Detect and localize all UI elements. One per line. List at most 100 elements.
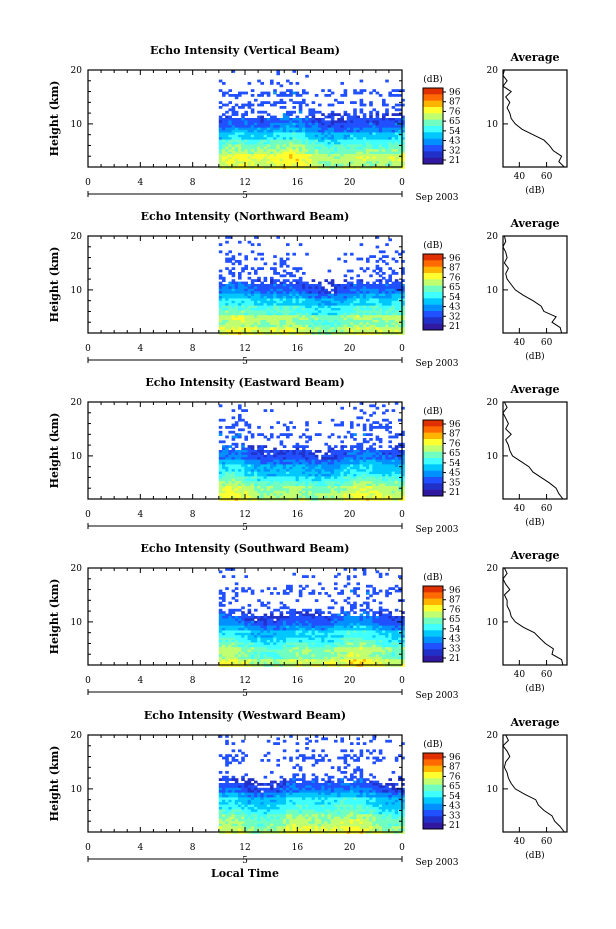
heatmap-cells (218, 568, 405, 667)
colorbar-swatch (423, 157, 443, 165)
x-tick-label: 0 (399, 344, 405, 354)
colorbar-tick-label: 76 (449, 107, 461, 117)
colorbar-tick-label: 76 (449, 772, 461, 782)
x-tick-label: 0 (85, 344, 91, 354)
colorbar-swatch (423, 323, 443, 331)
colorbar-swatch (423, 260, 443, 267)
colorbar-tick-label: 76 (449, 273, 461, 283)
colorbar-swatch (423, 426, 443, 433)
colorbar-swatch (423, 630, 443, 637)
colorbar-swatch (423, 649, 443, 656)
colorbar-tick-label: 96 (449, 254, 461, 264)
day-marker: 5 (242, 191, 248, 201)
colorbar-swatch (423, 636, 443, 644)
average-frame (502, 734, 568, 833)
panel-title: Echo Intensity (Northward Beam) (141, 210, 350, 223)
colorbar-swatch (423, 113, 443, 120)
colorbar-swatch (423, 88, 443, 95)
colorbar-swatch (423, 586, 443, 593)
colorbar-tick-label: 96 (449, 586, 461, 596)
colorbar-swatch (423, 458, 443, 465)
x-tick-label: 4 (137, 676, 143, 686)
average-x-label: 40 (514, 338, 526, 348)
colorbar-swatch (423, 279, 443, 286)
colorbar-swatch (423, 132, 443, 139)
heatmap-cells (218, 236, 405, 335)
x-tick-label: 0 (399, 178, 405, 188)
colorbar-tick-label: 43 (449, 303, 461, 313)
colorbar-swatch (423, 643, 443, 650)
colorbar-tick-label: 65 (449, 449, 461, 459)
y-tick-label: 10 (71, 120, 83, 130)
day-marker: 5 (242, 689, 248, 699)
average-x-label: 40 (514, 670, 526, 680)
colorbar-swatch (423, 285, 443, 293)
y-tick-label: 10 (71, 286, 83, 296)
colorbar-frame (422, 419, 444, 497)
colorbar-swatch (423, 432, 443, 440)
colorbar-swatch (423, 420, 443, 427)
colorbar-tick-label: 87 (449, 264, 461, 274)
date-label: Sep 2003 (415, 193, 458, 203)
colorbar-swatch (423, 145, 443, 152)
colorbar-tick-label: 54 (449, 792, 461, 802)
colorbar-swatch (423, 810, 443, 817)
beam-panel-3: Echo Intensity (Southward Beam) 0 4 8 12 16 20… (48, 542, 568, 701)
panel-title: Echo Intensity (Southward Beam) (141, 542, 350, 555)
y-tick-label: 10 (71, 452, 83, 462)
average-title: Average (509, 217, 559, 230)
average-title: Average (509, 51, 559, 64)
average-y-label: 10 (487, 785, 499, 795)
colorbar-swatch (423, 451, 443, 459)
average-x-label: 40 (514, 837, 526, 847)
colorbar-swatch (423, 273, 443, 280)
colorbar-tick-label: 21 (449, 821, 460, 831)
x-tick-label: 0 (85, 843, 91, 853)
colorbar-tick-label: 32 (449, 146, 460, 156)
colorbar-swatch (423, 816, 443, 823)
average-unit: (dB) (525, 850, 544, 861)
average-y-label: 10 (487, 120, 499, 130)
average-unit: (dB) (525, 185, 544, 196)
x-tick-label: 4 (137, 510, 143, 520)
average-x-label: 60 (541, 172, 553, 182)
colorbar-tick-label: 43 (449, 137, 461, 147)
day-marker: 5 (242, 357, 248, 367)
x-tick-label: 0 (85, 510, 91, 520)
colorbar-swatch (423, 797, 443, 804)
average-profile-line (502, 734, 565, 833)
colorbar-swatch (423, 119, 443, 127)
x-tick-label: 16 (292, 843, 304, 853)
colorbar-tick-label: 43 (449, 802, 461, 812)
x-tick-label: 8 (190, 344, 196, 354)
colorbar-unit: (dB) (423, 240, 442, 251)
colorbar-swatch (423, 151, 443, 158)
heatmap-cells (218, 70, 405, 169)
colorbar-tick-label: 87 (449, 763, 461, 773)
colorbar-swatch (423, 624, 443, 631)
x-tick-label: 16 (292, 344, 304, 354)
average-x-label: 60 (541, 670, 553, 680)
colorbar-swatch (423, 266, 443, 274)
colorbar-swatch (423, 822, 443, 830)
colorbar-swatch (423, 304, 443, 312)
average-title: Average (509, 549, 559, 562)
colorbar-tick-label: 96 (449, 88, 461, 98)
average-profile-line (502, 567, 564, 666)
average-frame (502, 401, 568, 500)
y-axis-label: Height (km) (48, 413, 61, 489)
colorbar-unit: (dB) (423, 739, 442, 750)
colorbar-swatch (423, 489, 443, 497)
colorbar-tick-label: 96 (449, 420, 461, 430)
date-label: Sep 2003 (415, 858, 458, 868)
y-tick-label: 10 (71, 618, 83, 628)
colorbar-tick-label: 87 (449, 98, 461, 108)
average-y-label: 20 (487, 398, 499, 408)
colorbar-swatch (423, 483, 443, 490)
colorbar-tick-label: 65 (449, 117, 461, 127)
x-tick-label: 0 (399, 510, 405, 520)
average-title: Average (509, 383, 559, 396)
x-axis-label: Local Time (211, 867, 279, 880)
colorbar-tick-label: 32 (449, 312, 460, 322)
